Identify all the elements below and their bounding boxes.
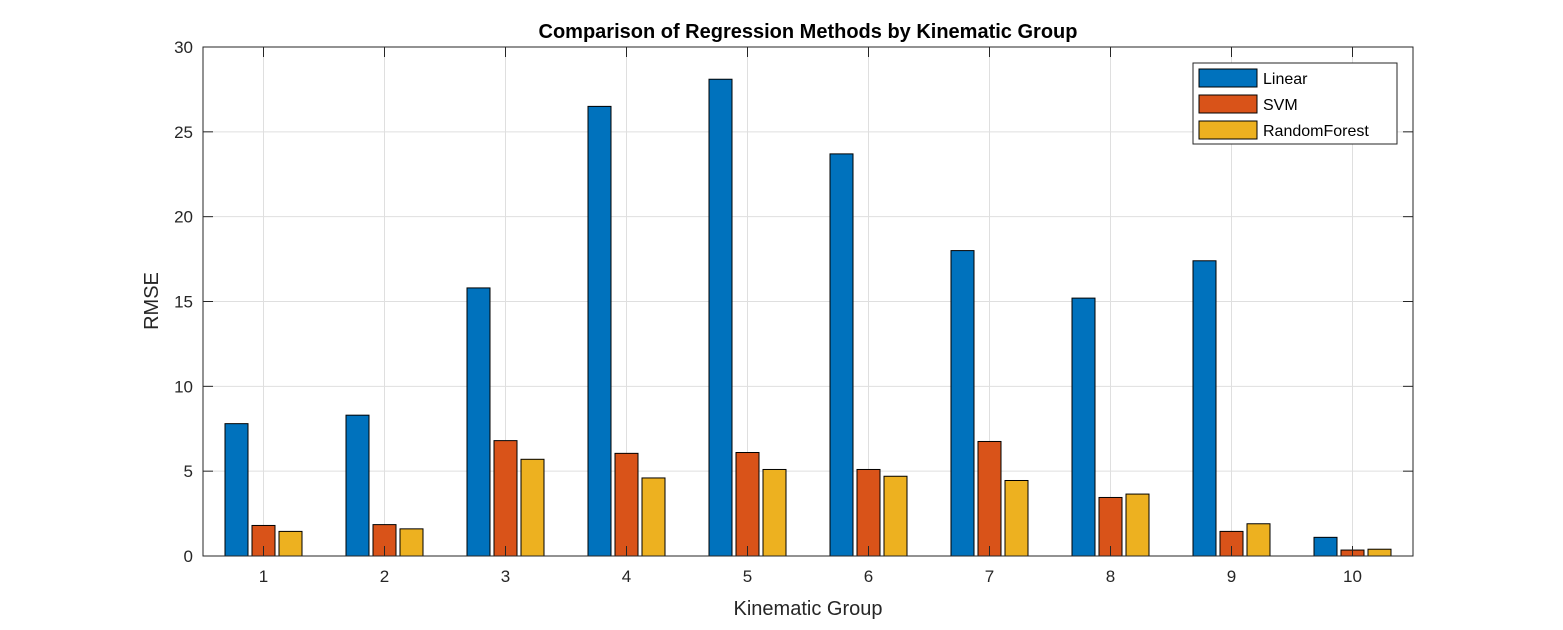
x-tick-label: 8 <box>1106 567 1115 586</box>
y-tick-label: 15 <box>174 293 193 312</box>
x-tick-label: 10 <box>1343 567 1362 586</box>
x-axis-label: Kinematic Group <box>734 598 883 620</box>
x-tick-label: 2 <box>380 567 389 586</box>
bar-svm-group-3 <box>493 440 518 557</box>
legend-swatch-randomforest <box>1198 120 1258 140</box>
bar-svm-group-6 <box>856 468 881 557</box>
bar-linear-group-2 <box>345 414 370 557</box>
bar-randomforest-group-9 <box>1246 523 1271 557</box>
y-tick-label: 30 <box>174 38 193 57</box>
bar-randomforest-group-4 <box>641 477 666 557</box>
x-tick-label: 7 <box>985 567 994 586</box>
bar-randomforest-group-7 <box>1004 479 1029 557</box>
y-tick-label: 20 <box>174 208 193 227</box>
legend-swatch-linear <box>1198 68 1258 88</box>
axes: 1 2 3 4 5 6 7 8 9 10 0 5 10 15 20 25 30 <box>174 38 1414 586</box>
bar-svm-group-5 <box>735 452 760 557</box>
bar-linear-group-9 <box>1192 260 1217 557</box>
bar-linear-group-5 <box>708 78 733 557</box>
bar-linear-group-4 <box>587 105 612 557</box>
y-tick-label: 10 <box>174 377 193 396</box>
bar-randomforest-group-10 <box>1367 548 1392 557</box>
x-tick-label: 4 <box>622 567 631 586</box>
y-tick-label: 5 <box>184 462 193 481</box>
legend: Linear SVM RandomForest <box>1192 62 1398 145</box>
bar-linear-group-3 <box>466 287 491 557</box>
bar-svm-group-4 <box>614 452 639 557</box>
bar-randomforest-group-5 <box>762 468 787 557</box>
bar-randomforest-group-1 <box>278 530 303 557</box>
y-tick-label: 0 <box>184 547 193 566</box>
bar-linear-group-8 <box>1071 297 1096 557</box>
x-tick-label: 6 <box>864 567 873 586</box>
bar-linear-group-7 <box>950 250 975 557</box>
y-tick-label: 25 <box>174 123 193 142</box>
bar-randomforest-group-3 <box>520 458 545 557</box>
bar-svm-group-7 <box>977 440 1002 557</box>
legend-label-svm: SVM <box>1263 97 1298 114</box>
legend-label-randomforest: RandomForest <box>1263 123 1369 140</box>
x-tick-label: 1 <box>259 567 268 586</box>
x-tick-label: 9 <box>1227 567 1236 586</box>
bar-linear-group-10 <box>1313 536 1338 557</box>
bar-randomforest-group-8 <box>1125 493 1150 557</box>
legend-label-linear: Linear <box>1263 71 1308 88</box>
y-axis-label: RMSE <box>141 272 163 330</box>
x-tick-label: 3 <box>501 567 510 586</box>
bar-linear-group-1 <box>224 423 249 557</box>
bar-linear-group-6 <box>829 153 854 557</box>
chart-title: Comparison of Regression Methods by Kine… <box>539 21 1078 43</box>
bar-randomforest-group-6 <box>883 475 908 557</box>
bar-randomforest-group-2 <box>399 528 424 557</box>
legend-swatch-svm <box>1198 94 1258 114</box>
x-tick-label: 5 <box>743 567 752 586</box>
